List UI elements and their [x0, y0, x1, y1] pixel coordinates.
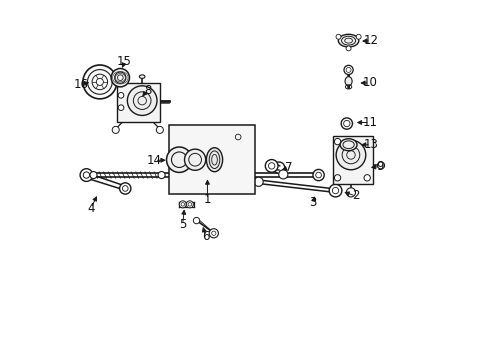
Ellipse shape — [206, 148, 222, 172]
Circle shape — [112, 126, 119, 134]
Circle shape — [278, 170, 287, 179]
Circle shape — [166, 147, 192, 172]
Circle shape — [80, 169, 93, 181]
Text: 10: 10 — [362, 76, 376, 90]
Circle shape — [343, 65, 352, 75]
Text: 5: 5 — [179, 217, 186, 231]
Text: 6: 6 — [202, 230, 209, 243]
Ellipse shape — [345, 77, 351, 86]
Text: 16: 16 — [74, 77, 89, 90]
Circle shape — [312, 170, 324, 181]
Text: 13: 13 — [363, 138, 377, 151]
Circle shape — [118, 93, 123, 98]
Circle shape — [90, 171, 97, 179]
Circle shape — [355, 34, 361, 39]
Circle shape — [328, 184, 341, 197]
Ellipse shape — [139, 75, 145, 78]
Circle shape — [346, 46, 350, 51]
Ellipse shape — [340, 139, 356, 151]
Circle shape — [193, 217, 199, 224]
Text: 15: 15 — [117, 55, 132, 68]
Circle shape — [127, 86, 157, 116]
Circle shape — [334, 175, 340, 181]
Circle shape — [377, 162, 384, 169]
Ellipse shape — [338, 34, 358, 47]
Text: 2: 2 — [351, 189, 359, 202]
Circle shape — [83, 65, 117, 99]
Circle shape — [120, 183, 131, 194]
Circle shape — [363, 175, 369, 181]
Circle shape — [158, 171, 165, 179]
Circle shape — [341, 118, 352, 129]
Circle shape — [118, 105, 123, 111]
Text: 12: 12 — [363, 34, 378, 47]
Circle shape — [334, 139, 340, 145]
Circle shape — [179, 201, 186, 208]
Text: 4: 4 — [87, 202, 95, 215]
Bar — [117, 83, 160, 122]
Circle shape — [156, 126, 163, 134]
Circle shape — [186, 201, 193, 208]
Text: 9: 9 — [376, 160, 383, 173]
Text: 7: 7 — [285, 161, 292, 174]
Circle shape — [265, 159, 278, 172]
Text: 11: 11 — [362, 116, 376, 129]
Bar — [332, 136, 372, 184]
Circle shape — [335, 140, 365, 170]
Circle shape — [209, 229, 218, 238]
Circle shape — [335, 34, 340, 39]
Circle shape — [111, 68, 129, 87]
Text: 3: 3 — [309, 197, 316, 210]
Circle shape — [184, 149, 205, 170]
Circle shape — [253, 177, 263, 186]
Text: 8: 8 — [143, 84, 151, 96]
Text: 1: 1 — [203, 193, 211, 206]
Bar — [168, 125, 255, 194]
Circle shape — [273, 162, 284, 173]
Circle shape — [346, 188, 355, 197]
Circle shape — [96, 78, 103, 85]
Text: 14: 14 — [147, 154, 162, 167]
